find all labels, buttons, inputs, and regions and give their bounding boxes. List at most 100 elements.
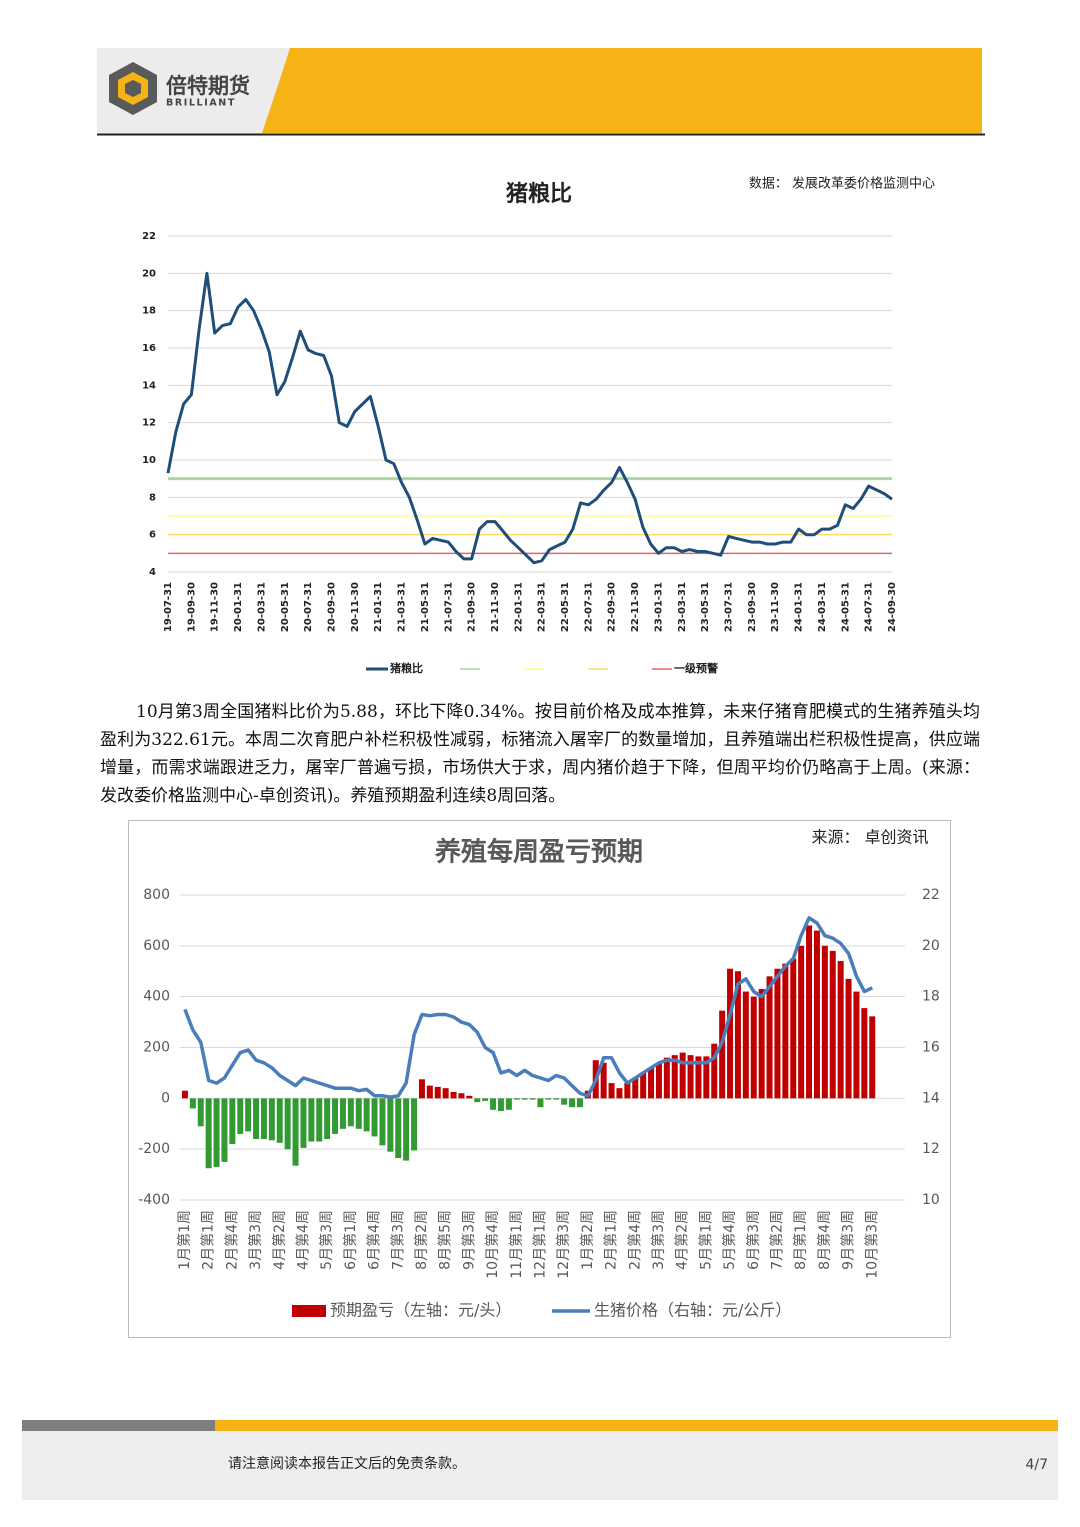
- x-tick-label: 21-07-31: [443, 582, 454, 632]
- bar: [861, 1008, 868, 1099]
- bar: [490, 1098, 497, 1110]
- y-tick-label: 16: [142, 343, 156, 354]
- x-tick-label: 8月第1周: [792, 1210, 809, 1270]
- x-tick-label: 8月第4周: [816, 1210, 833, 1270]
- x-tick-label: 22-01-31: [513, 582, 524, 632]
- bar: [521, 1098, 528, 1100]
- bar: [474, 1098, 481, 1103]
- bar: [529, 1098, 536, 1100]
- y2-tick-label: 14: [922, 1090, 940, 1106]
- x-tick-label: 24-07-31: [864, 582, 875, 632]
- bar: [845, 978, 852, 1099]
- y2-tick-label: 12: [922, 1141, 940, 1157]
- x-tick-label: 19-09-30: [186, 582, 197, 632]
- legend-label: 生猪价格（右轴：元/公斤）: [594, 1301, 791, 1320]
- bar: [774, 968, 781, 1099]
- x-tick-label: 22-03-31: [537, 582, 548, 632]
- bar: [648, 1067, 655, 1099]
- bar: [229, 1098, 236, 1145]
- chart-source: 数据： 发展改革委价格监测中心: [749, 176, 935, 192]
- x-tick-label: 2月第1周: [603, 1210, 620, 1270]
- bar: [292, 1098, 299, 1166]
- bar: [268, 1098, 275, 1141]
- bar: [316, 1098, 323, 1142]
- x-tick-label: 12月第3周: [555, 1210, 572, 1279]
- bar: [363, 1098, 370, 1132]
- y-tick-label: 6: [149, 530, 156, 541]
- bar: [260, 1098, 267, 1139]
- bar: [466, 1095, 473, 1099]
- bar: [387, 1098, 394, 1152]
- bar: [806, 925, 813, 1099]
- x-tick-label: 6月第3周: [745, 1210, 762, 1270]
- bar: [711, 1043, 718, 1099]
- y-tick-label: 18: [142, 306, 156, 317]
- x-tick-label: 19-07-31: [163, 582, 174, 632]
- bar: [616, 1088, 623, 1099]
- x-tick-label: 23-09-30: [747, 582, 758, 632]
- y-tick-label: 200: [143, 1040, 170, 1056]
- bar: [197, 1098, 204, 1127]
- bar: [403, 1098, 410, 1161]
- y2-tick-label: 22: [922, 887, 940, 903]
- bar: [189, 1098, 196, 1109]
- bar: [569, 1098, 576, 1108]
- bar: [750, 996, 757, 1099]
- footer-bar-yellow: [215, 1420, 1058, 1431]
- bar: [727, 968, 734, 1099]
- y-tick-label: 4: [149, 567, 156, 578]
- bar: [253, 1098, 260, 1139]
- bar: [687, 1055, 694, 1099]
- x-tick-label: 10月第4周: [484, 1210, 501, 1279]
- x-tick-label: 5月第4周: [721, 1210, 738, 1270]
- data-line: [183, 916, 874, 1099]
- bar: [339, 1098, 346, 1129]
- bar: [734, 971, 741, 1099]
- bar: [853, 991, 860, 1099]
- x-tick-label: 5月第3周: [318, 1210, 335, 1270]
- logo: [109, 62, 157, 115]
- x-tick-label: 20-07-31: [303, 582, 314, 632]
- chart-source: 来源： 卓创资讯: [811, 828, 928, 847]
- bar: [640, 1072, 647, 1099]
- bar: [434, 1086, 441, 1099]
- legend-label: 预期盈亏（左轴：元/头）: [330, 1301, 511, 1320]
- bar: [458, 1093, 465, 1099]
- bar: [347, 1098, 354, 1127]
- bar: [205, 1098, 212, 1169]
- y-tick-label: 8: [149, 492, 156, 503]
- chart-title: 猪粮比: [506, 181, 572, 207]
- x-tick-label: 6月第4周: [366, 1210, 383, 1270]
- bar: [395, 1098, 402, 1159]
- legend-label: 猪粮比: [389, 661, 423, 675]
- y-tick-label: 400: [143, 989, 170, 1005]
- y-tick-label: 10: [142, 455, 156, 466]
- bar: [671, 1055, 678, 1099]
- x-tick-label: 21-03-31: [397, 582, 408, 632]
- y-tick-label: 800: [143, 887, 170, 903]
- x-tick-label: 5月第1周: [697, 1210, 714, 1270]
- x-tick-label: 8月第5周: [437, 1210, 454, 1270]
- y-tick-label: -200: [138, 1141, 170, 1157]
- footer-bar-gray: [22, 1420, 215, 1431]
- y2-tick-label: 10: [922, 1192, 940, 1208]
- y2-tick-label: 18: [922, 989, 940, 1005]
- body-paragraph: 10月第3周全国猪料比价为5.88，环比下降0.34%。按目前价格及成本推算，未…: [100, 702, 980, 806]
- x-tick-label: 24-01-31: [794, 582, 805, 632]
- data-line: [166, 271, 893, 565]
- x-tick-label: 21-09-30: [467, 582, 478, 632]
- bar: [537, 1098, 544, 1108]
- x-tick-label: 23-05-31: [700, 582, 711, 632]
- x-tick-label: 22-05-31: [560, 582, 571, 632]
- bar: [695, 1056, 702, 1099]
- x-tick-label: 21-11-30: [490, 582, 501, 632]
- x-tick-label: 24-09-30: [887, 582, 898, 632]
- y-tick-label: 0: [161, 1090, 170, 1106]
- x-tick-label: 4月第2周: [674, 1210, 691, 1270]
- y2-tick-label: 20: [922, 938, 940, 954]
- x-tick-label: 9月第3周: [840, 1210, 857, 1270]
- x-tick-label: 10月第3周: [863, 1210, 880, 1279]
- bar: [213, 1098, 220, 1167]
- x-tick-label: 20-01-31: [233, 582, 244, 632]
